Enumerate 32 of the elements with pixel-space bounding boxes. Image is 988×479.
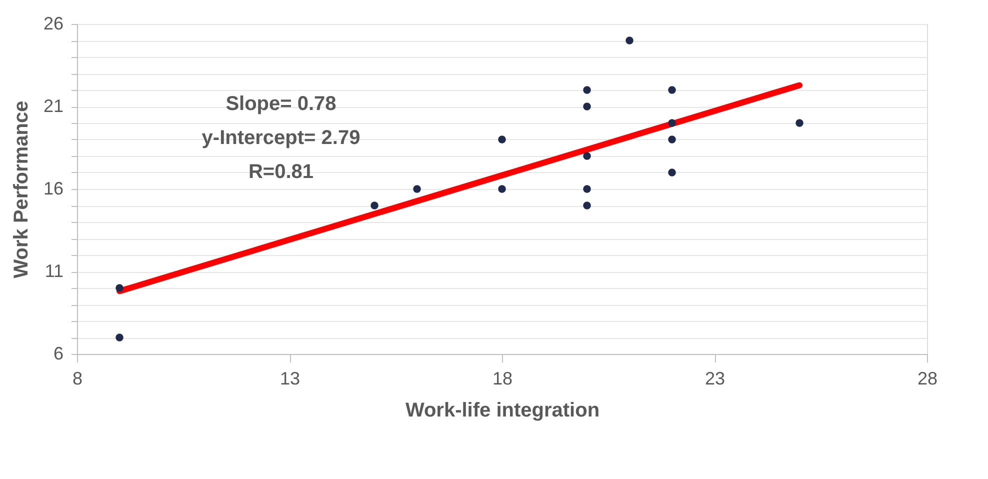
point — [796, 119, 804, 127]
x-tick-label: 23 — [704, 368, 726, 388]
y-axis-title: Work Performance — [10, 100, 32, 278]
x-tick-label: 8 — [72, 368, 83, 388]
point — [498, 185, 506, 193]
point — [583, 86, 591, 94]
point — [583, 202, 591, 210]
point — [668, 119, 676, 127]
point — [668, 86, 676, 94]
point — [668, 136, 676, 144]
point — [413, 185, 421, 193]
point — [370, 202, 378, 210]
annotation: Slope= 0.78 — [226, 93, 336, 115]
point — [116, 334, 124, 342]
annotation: R=0.81 — [248, 161, 314, 183]
point — [626, 36, 634, 44]
point — [583, 102, 591, 110]
x-axis-title: Work-life integration — [405, 400, 600, 422]
y-tick-label: 11 — [44, 261, 64, 281]
x-tick-label: 28 — [917, 368, 938, 388]
point — [498, 136, 506, 144]
y-tick-label: 26 — [43, 14, 64, 34]
y-tick-label: 16 — [43, 178, 64, 198]
point — [116, 284, 124, 292]
x-tick-label: 13 — [280, 368, 300, 388]
annotation: y-Intercept= 2.79 — [202, 127, 360, 149]
point — [583, 185, 591, 193]
y-tick-label: 6 — [53, 344, 64, 364]
x-tick-label: 18 — [492, 368, 513, 388]
point — [583, 152, 591, 160]
y-tick-label: 21 — [43, 96, 64, 116]
point — [668, 168, 676, 176]
